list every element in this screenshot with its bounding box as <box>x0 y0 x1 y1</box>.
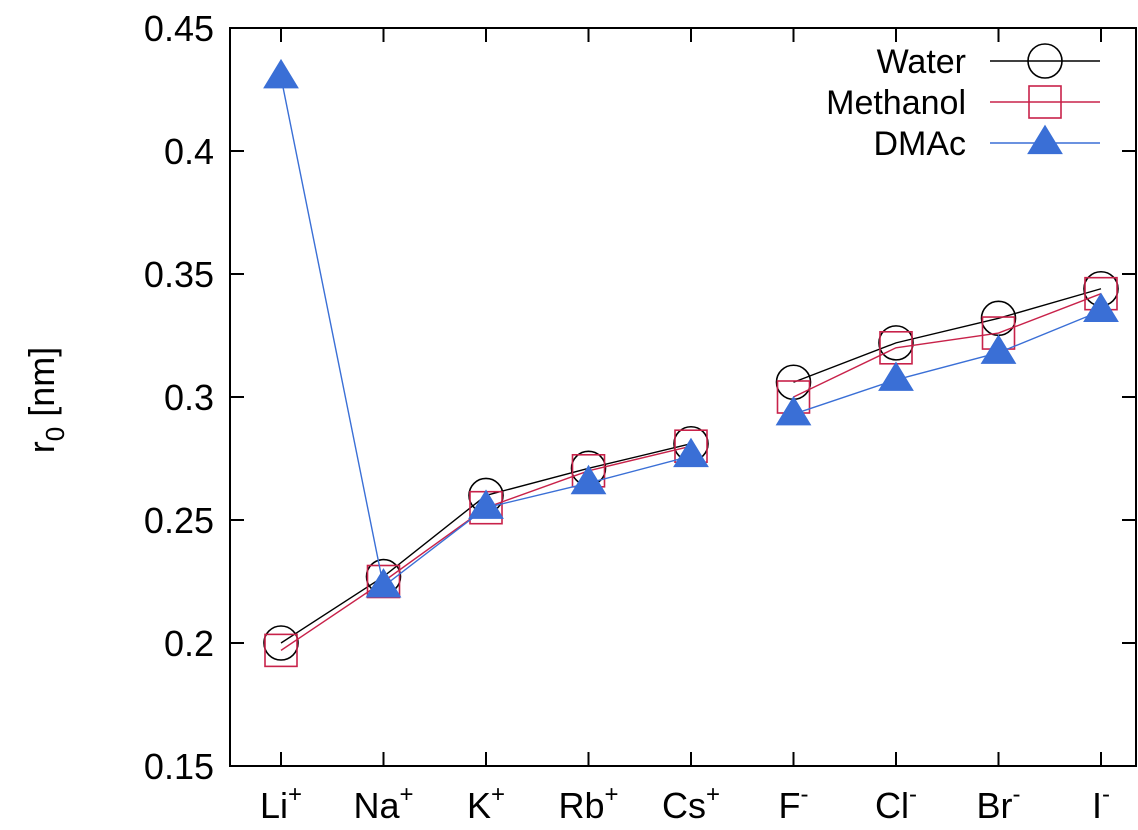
x-tick-label-superscript: + <box>288 781 302 808</box>
plot-frame <box>229 27 1137 767</box>
data-point <box>878 325 914 361</box>
y-tick-label: 0.2 <box>164 623 214 664</box>
legend-label: Methanol <box>826 84 966 122</box>
x-tick-label-superscript: + <box>400 781 414 808</box>
y-tick-label: 0.25 <box>144 500 214 541</box>
data-point <box>673 437 709 468</box>
x-tick-label: Rb+ <box>558 781 618 826</box>
data-point <box>263 58 299 89</box>
legend-label: DMAc <box>873 125 966 163</box>
legend-marker <box>1027 124 1063 155</box>
x-tick-label-base: F <box>779 785 801 826</box>
y-axis-label-subscript: 0 <box>40 427 70 441</box>
data-point <box>468 489 504 519</box>
x-tick-label: I- <box>1092 781 1110 826</box>
x-tick-label-base: K <box>467 785 491 826</box>
data-point <box>570 464 607 495</box>
y-axis: 0.15 0.2 0.25 0.3 0.35 0.4 0.45 <box>144 8 1136 787</box>
x-tick-label-base: Rb <box>558 785 604 826</box>
x-tick-label-superscript: - <box>1102 781 1110 808</box>
x-tick-label-superscript: - <box>801 781 809 808</box>
x-tick-label: Cs+ <box>662 781 720 826</box>
x-tick-label-base: Li <box>260 785 288 826</box>
legend-item-dmac: DMAc <box>873 124 1100 163</box>
data-point <box>878 361 914 391</box>
y-axis-label-main: r <box>21 441 62 453</box>
series-dmac <box>263 58 1119 598</box>
series-line <box>793 293 1102 398</box>
legend-item-methanol: Methanol <box>826 84 1100 122</box>
x-tick-label-base: Cl <box>875 785 909 826</box>
data-point <box>1083 292 1119 323</box>
series-methanol <box>264 276 1118 668</box>
legend-marker <box>1027 43 1063 79</box>
data-point <box>980 334 1017 364</box>
x-tick-label: K+ <box>467 781 505 826</box>
x-tick-label-superscript: - <box>1013 781 1021 808</box>
series-line <box>793 288 1102 383</box>
plot-border <box>229 27 1137 767</box>
y-axis-label: r0 [nm] <box>21 347 70 453</box>
series-line <box>793 310 1102 415</box>
data-point <box>365 568 402 598</box>
y-axis-label-unit: [nm] <box>21 347 62 427</box>
series-line <box>280 445 692 651</box>
data-point <box>775 395 812 426</box>
x-tick-label: F- <box>779 781 809 826</box>
data-point <box>263 625 299 661</box>
x-tick-label-superscript: + <box>605 781 619 808</box>
x-tick-label: Na+ <box>353 781 413 826</box>
data-point <box>264 633 298 668</box>
y-tick-label: 0.45 <box>144 8 214 49</box>
x-tick-label: Li+ <box>260 781 302 826</box>
legend-item-water: Water <box>877 43 1100 81</box>
series-line <box>280 443 692 644</box>
y-tick-label: 0.3 <box>164 377 214 418</box>
x-tick-label: Br- <box>977 781 1021 826</box>
x-tick-label-base: Br <box>977 785 1013 826</box>
x-tick-label-superscript: - <box>909 781 917 808</box>
y-tick-label: 0.35 <box>144 254 214 295</box>
x-tick-label-superscript: + <box>491 781 505 808</box>
x-axis: Li+ Na+ K+ Rb+ Cs+ F- Cl- Br- I- <box>260 28 1110 826</box>
x-tick-label-base: Na <box>353 785 400 826</box>
legend-label: Water <box>877 43 966 81</box>
x-tick-label-superscript: + <box>706 781 720 808</box>
y-tick-label: 0.15 <box>144 746 214 787</box>
x-tick-label: Cl- <box>875 781 917 826</box>
x-tick-label-base: Cs <box>662 785 706 826</box>
legend-marker <box>1028 85 1062 119</box>
x-tick-label-base: I <box>1092 785 1102 826</box>
y-tick-label: 0.4 <box>164 131 214 172</box>
series-layer <box>263 58 1119 668</box>
